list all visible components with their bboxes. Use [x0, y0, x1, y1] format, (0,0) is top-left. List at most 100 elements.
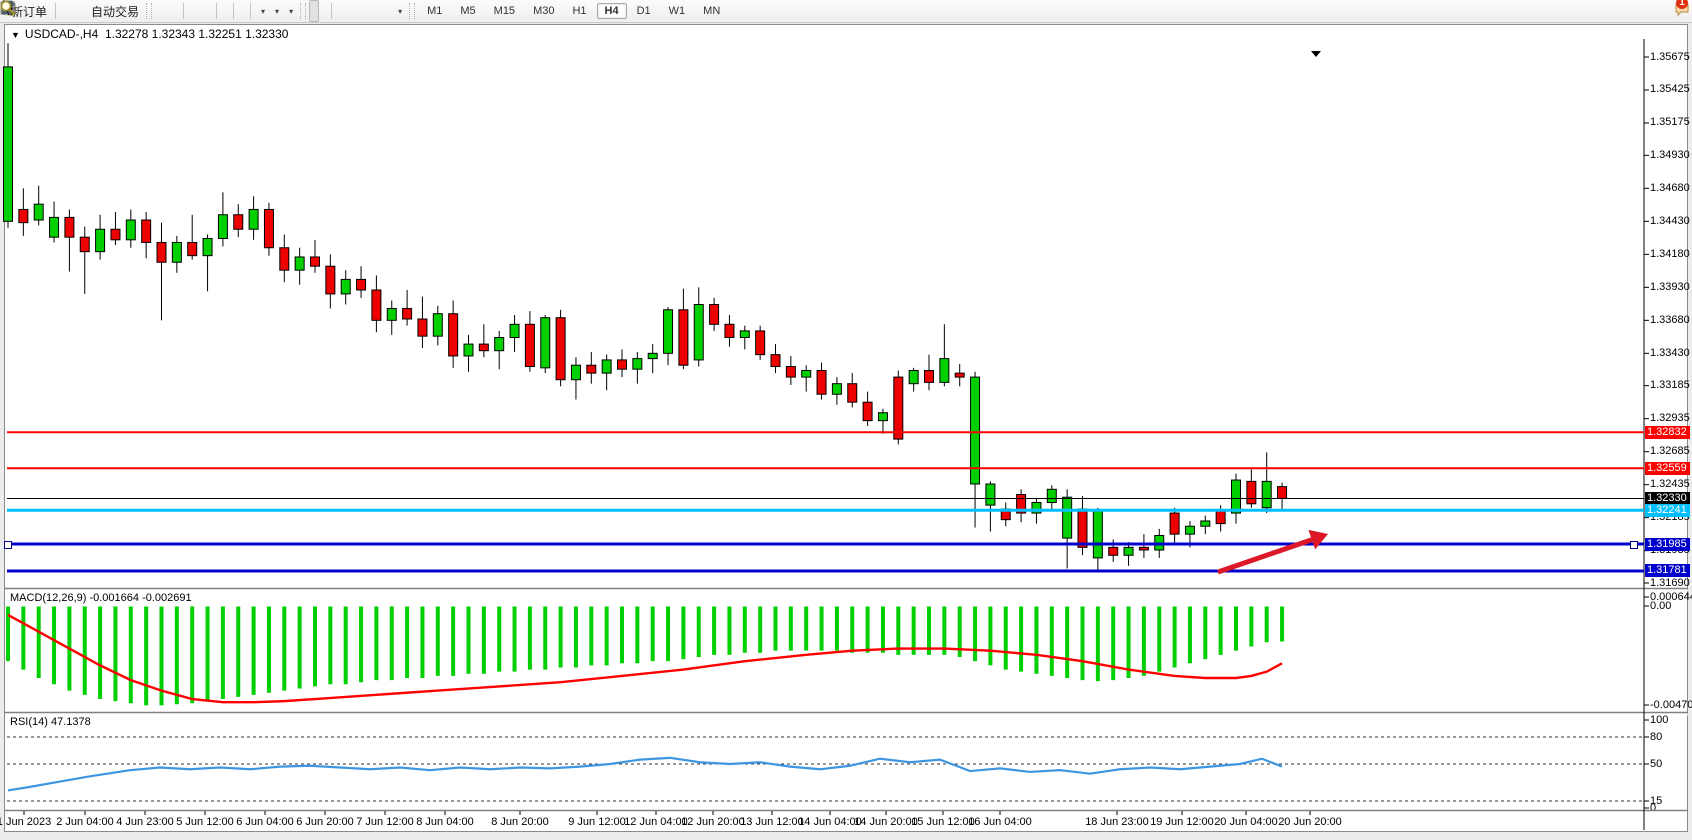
price-axis-label: 1.35675: [1650, 50, 1690, 63]
candle: [693, 287, 704, 367]
arrow-head: [1308, 529, 1328, 550]
timeframe-mn-button[interactable]: MN: [703, 5, 721, 17]
price-axis-label: 1.32935: [1650, 412, 1690, 425]
rsi-axis-label: 50: [1650, 757, 1663, 770]
price-axis-label: 1.34930: [1650, 148, 1690, 161]
candle: [64, 209, 75, 272]
candle: [509, 315, 520, 353]
time-axis-label: 5 Jun 12:00: [176, 816, 234, 828]
candle: [310, 239, 320, 273]
chart-symbol-header[interactable]: ▼ USDCAD-,H4 1.32278 1.32343 1.32251 1.32…: [11, 27, 288, 41]
price-axis-label: 1.32685: [1650, 445, 1690, 458]
time-axis-label: 6 Jun 20:00: [296, 816, 354, 828]
chevron-down-icon[interactable]: ▾: [275, 6, 280, 16]
candle: [1123, 542, 1134, 566]
candle: [49, 201, 60, 243]
price-axis-label: 1.32435: [1650, 478, 1690, 491]
time-axis-label: 13 Jun 12:00: [740, 816, 804, 828]
timeframe-h1-button[interactable]: H1: [572, 5, 587, 17]
time-axis-label: 16 Jun 04:00: [968, 816, 1032, 828]
price-axis-label: 1.34430: [1650, 214, 1690, 227]
candle: [263, 202, 274, 256]
rsi-axis-label: 0: [1650, 801, 1657, 814]
line-handle[interactable]: [4, 541, 12, 550]
scroll-position-marker[interactable]: [1311, 51, 1321, 57]
candle: [985, 481, 996, 532]
toolbar-separator: [55, 3, 57, 19]
chevron-down-icon[interactable]: ▼: [11, 30, 20, 40]
toolbar-separator: [216, 3, 218, 19]
candle: [647, 344, 658, 374]
candle: [417, 296, 428, 349]
candle: [463, 334, 474, 372]
candle: [1261, 452, 1272, 514]
candle: [893, 370, 904, 445]
rsi-line: [7, 756, 1283, 792]
candle: [617, 349, 627, 378]
candle: [663, 307, 674, 366]
arrow-object[interactable]: [1217, 529, 1328, 575]
price-axis-label: 1.33185: [1650, 379, 1690, 392]
time-axis-label: 2 Jun 04:00: [56, 816, 114, 828]
candle: [540, 315, 551, 374]
rsi-layer: [7, 736, 1644, 802]
candle: [356, 266, 367, 298]
candle: [110, 212, 121, 246]
candle: [586, 352, 597, 384]
search-button[interactable]: [0, 0, 1674, 21]
timeframe-m30-button[interactable]: M30: [533, 5, 555, 17]
candle: [402, 289, 413, 326]
candle: [524, 311, 535, 372]
notification-badge: 1: [1676, 0, 1688, 9]
time-axis-label: 20 Jun 04:00: [1214, 816, 1278, 828]
macd-axis-label: 0.000644: [1650, 590, 1692, 603]
line-handle[interactable]: [1630, 541, 1638, 550]
candle: [371, 275, 382, 333]
timeframe-m1-button[interactable]: M1: [427, 5, 443, 17]
price-badge-1.32330: 1.32330: [1645, 492, 1690, 506]
new-order-button-label: 新订单: [11, 4, 48, 19]
timeframe-h4-button[interactable]: H4: [596, 3, 627, 19]
toolbar-separator: [300, 3, 307, 19]
time-axis-label: 7 Jun 12:00: [356, 816, 414, 828]
price-axis-label: 1.35425: [1650, 83, 1690, 96]
candle: [831, 377, 842, 405]
candle: [924, 354, 934, 391]
macd-indicator-label: MACD(12,26,9) -0.001664 -0.002691: [10, 592, 192, 604]
chart-window: ▼ USDCAD-,H4 1.32278 1.32343 1.32251 1.32…: [4, 24, 1688, 832]
candle: [570, 357, 581, 400]
candle: [801, 365, 812, 392]
candle: [33, 185, 44, 226]
candle: [632, 352, 643, 384]
timeframe-d1-button[interactable]: D1: [636, 5, 651, 17]
toolbar-separator: [146, 3, 153, 19]
time-axis-label: 12 Jun 04:00: [624, 816, 688, 828]
timeframe-w1-button[interactable]: W1: [668, 5, 686, 17]
price-badge-1.31985: 1.31985: [1645, 537, 1690, 551]
candle: [877, 408, 888, 434]
candle: [555, 309, 566, 387]
notifications-button[interactable]: 1: [1674, 0, 1689, 21]
symbol-ohlc: 1.32278 1.32343 1.32251 1.32330: [104, 27, 289, 41]
candle: [1169, 507, 1180, 544]
candle: [816, 362, 827, 400]
price-axis-label: 1.33430: [1650, 346, 1690, 359]
candle: [279, 234, 290, 283]
timeframe-m15-button[interactable]: M15: [493, 5, 516, 17]
time-axis-label: 15 Jun 12:00: [911, 816, 975, 828]
chevron-down-icon[interactable]: ▾: [261, 6, 266, 16]
time-axis-label: 19 Jun 12:00: [1150, 816, 1214, 828]
candles-layer: [3, 43, 1288, 573]
chevron-down-icon[interactable]: ▾: [398, 6, 403, 16]
time-axis-label: 4 Jun 23:00: [116, 816, 174, 828]
time-axis-label: 8 Jun 20:00: [491, 816, 549, 828]
timeframe-m5-button[interactable]: M5: [460, 5, 476, 17]
price-axis-label: 1.34180: [1650, 247, 1690, 260]
candle: [1277, 482, 1288, 510]
candle: [709, 297, 720, 331]
chevron-down-icon[interactable]: ▾: [289, 6, 294, 16]
axis-ticks: [23, 56, 1649, 815]
